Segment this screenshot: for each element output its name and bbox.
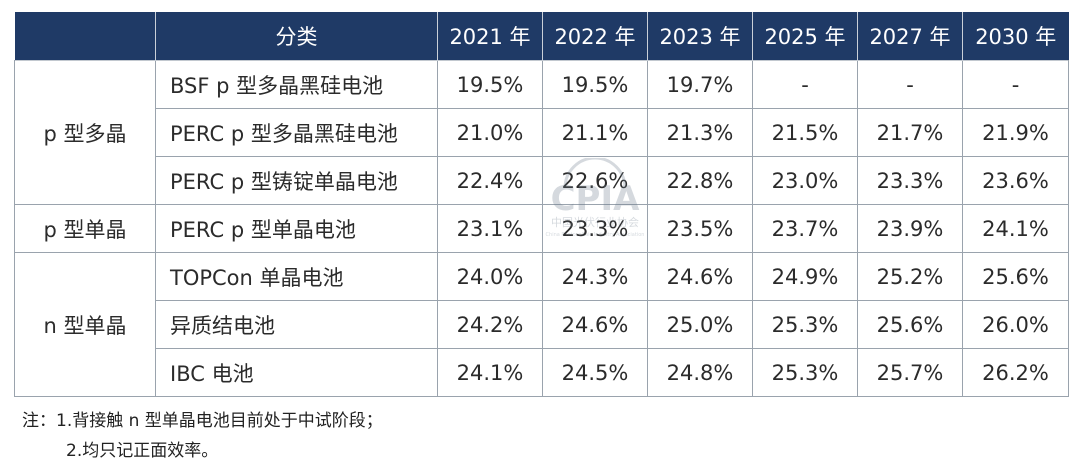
table-row: p 型单晶 PERC p 型单晶电池 23.1% 23.3% 23.5% 23.7% 23.… (14, 204, 1069, 253)
cell-type-name: 异质结电池 (155, 300, 438, 349)
cell-efficiency-value: 23.7% (752, 204, 858, 253)
table-row: PERC p 型铸锭单晶电池 22.4% 22.6% 22.8% 23.0% 23.3% 2… (15, 156, 1069, 205)
note-line-2: 2.均只记正面效率。 (66, 441, 219, 461)
cell-efficiency-value: 21.0% (437, 108, 543, 157)
table-row: IBC 电池 24.1% 24.5% 24.8% 25.3% 25.7% 26.2% (15, 348, 1069, 397)
cell-efficiency-value: 24.1% (962, 204, 1069, 253)
table-row: PERC p 型多晶黑硅电池 21.0% 21.1% 21.3% 21.5% 21.7% 2… (15, 108, 1069, 157)
cell-efficiency-value: 24.5% (542, 348, 648, 397)
cell-efficiency-value: 25.2% (857, 252, 963, 301)
cell-efficiency-value: 23.3% (542, 204, 648, 253)
cell-efficiency-value: 23.1% (437, 204, 543, 253)
table-row: n 型单晶 TOPCon 单晶电池 24.0% 24.3% 24.6% 24.9% 25.2… (14, 252, 1069, 397)
header-blank-cell (14, 12, 156, 61)
cell-type-name: BSF p 型多晶黑硅电池 (155, 60, 438, 109)
cell-efficiency-value: 19.5% (437, 60, 543, 109)
cell-efficiency-value: 21.5% (752, 108, 858, 157)
cell-efficiency-value: 22.8% (647, 156, 753, 205)
group-label: n 型单晶 (14, 252, 156, 397)
cell-type-name: PERC p 型铸锭单晶电池 (155, 156, 438, 205)
cell-efficiency-value: 23.6% (962, 156, 1069, 205)
cell-type-name: TOPCon 单晶电池 (155, 252, 438, 301)
cell-efficiency-value: 24.8% (647, 348, 753, 397)
header-year-2: 2021 年 (437, 12, 543, 61)
cell-efficiency-value: 24.9% (752, 252, 858, 301)
cell-efficiency-value: 19.5% (542, 60, 648, 109)
cell-type-name: PERC p 型多晶黑硅电池 (155, 108, 438, 157)
cell-efficiency-value: 25.3% (752, 348, 858, 397)
cell-efficiency-value: 23.3% (857, 156, 963, 205)
cell-efficiency-value: 25.3% (752, 300, 858, 349)
cell-efficiency-value: 23.0% (752, 156, 858, 205)
header-year-7: 2030 年 (962, 12, 1069, 61)
cell-efficiency-value: 24.0% (437, 252, 543, 301)
header-year-5: 2025 年 (752, 12, 858, 61)
cell-efficiency-value: 25.0% (647, 300, 753, 349)
cell-efficiency-value: 19.7% (647, 60, 753, 109)
cell-efficiency-value: - (857, 60, 963, 109)
table-body: p 型多晶 BSF p 型多晶黑硅电池 19.5% 19.5% 19.7% - - - PERC… (14, 60, 1069, 397)
cell-efficiency-value: 23.5% (647, 204, 753, 253)
header-year-6: 2027 年 (857, 12, 963, 61)
cell-type-name: PERC p 型单晶电池 (155, 204, 438, 253)
table-row: p 型多晶 BSF p 型多晶黑硅电池 19.5% 19.5% 19.7% - - - (14, 60, 1069, 205)
cell-efficiency-value: 24.2% (437, 300, 543, 349)
cell-efficiency-value: 21.7% (857, 108, 963, 157)
cell-efficiency-value: 22.6% (542, 156, 648, 205)
cell-efficiency-value: 25.6% (857, 300, 963, 349)
table-notes: 注：1.背接触 n 型单晶电池目前处于中试阶段； 2.均只记正面效率。 (22, 406, 383, 466)
group-label: p 型多晶 (14, 60, 156, 205)
cell-efficiency-value: 21.3% (647, 108, 753, 157)
cell-efficiency-value: 26.0% (962, 300, 1069, 349)
cell-efficiency-value: 26.2% (962, 348, 1069, 397)
cell-efficiency-value: 25.6% (962, 252, 1069, 301)
cell-efficiency-value: - (962, 60, 1069, 109)
header-year-3: 2022 年 (542, 12, 648, 61)
cell-efficiency-value: 21.9% (962, 108, 1069, 157)
cell-efficiency-value: 22.4% (437, 156, 543, 205)
cell-efficiency-value: 25.7% (857, 348, 963, 397)
note-line-1: 注：1.背接触 n 型单晶电池目前处于中试阶段； (22, 411, 383, 431)
group-label: p 型单晶 (14, 204, 156, 253)
cell-efficiency-value: 24.3% (542, 252, 648, 301)
efficiency-table-container: 分类 2021 年 2022 年 2023 年 2025 年 2027 年 2030 年 p… (14, 12, 1069, 397)
cell-efficiency-value: 24.6% (647, 252, 753, 301)
cell-type-name: IBC 电池 (155, 348, 438, 397)
table-row: 异质结电池 24.2% 24.6% 25.0% 25.3% 25.6% 26.0% (15, 300, 1069, 349)
header-row: 分类 2021 年 2022 年 2023 年 2025 年 2027 年 2030 年 (14, 12, 1069, 61)
header-category: 分类 (155, 12, 438, 61)
cell-efficiency-value: 24.1% (437, 348, 543, 397)
header-year-4: 2023 年 (647, 12, 753, 61)
efficiency-table: 分类 2021 年 2022 年 2023 年 2025 年 2027 年 2030 年 p… (14, 12, 1069, 397)
cell-efficiency-value: - (752, 60, 858, 109)
cell-efficiency-value: 24.6% (542, 300, 648, 349)
cell-efficiency-value: 23.9% (857, 204, 963, 253)
cell-efficiency-value: 21.1% (542, 108, 648, 157)
